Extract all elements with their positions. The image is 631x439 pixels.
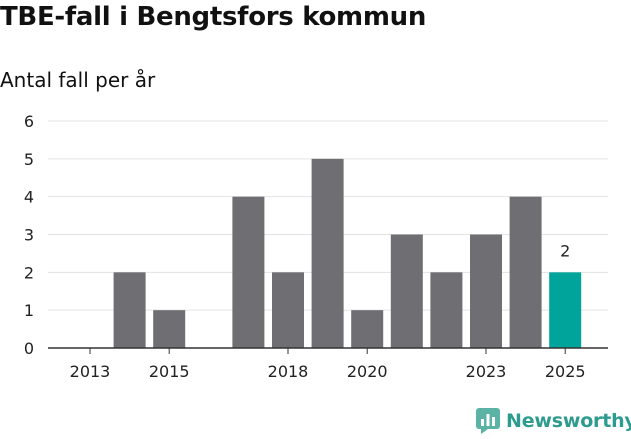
y-tick-label: 1 [24,301,34,320]
bar [311,158,344,348]
x-tick-label: 2015 [149,362,190,381]
y-tick-label: 5 [24,150,34,169]
y-tick-label: 4 [24,188,34,207]
bar [272,272,304,348]
bar [509,196,542,348]
x-tick-label: 2018 [268,362,309,381]
chart-title: TBE-fall i Bengtsfors kommun [0,2,427,32]
bar [153,310,186,348]
x-tick-label: 2025 [545,362,586,381]
bar [232,196,265,348]
bar [351,310,384,348]
bar-highlight [549,272,582,348]
bar [430,272,463,348]
y-tick-label: 2 [24,263,34,282]
y-tick-label: 0 [24,339,34,358]
x-tick-label: 2013 [70,362,111,381]
x-tick-label: 2020 [347,362,388,381]
x-tick-label: 2023 [466,362,507,381]
y-tick-label: 6 [24,112,34,131]
y-tick-label: 3 [24,226,34,245]
bar-chart-logo-icon [476,408,500,434]
bar [470,234,502,348]
newsworthy-brand: Newsworthy [476,408,631,434]
chart-subtitle: Antal fall per år [0,68,156,92]
bar-chart: 0 1 2 3 4 5 6 2 2013 2015 2018 2020 2023 2025 [24,112,608,381]
bar [390,234,423,348]
data-label: 2 [560,241,570,260]
bar [113,272,146,348]
brand-name: Newsworthy [506,410,631,432]
